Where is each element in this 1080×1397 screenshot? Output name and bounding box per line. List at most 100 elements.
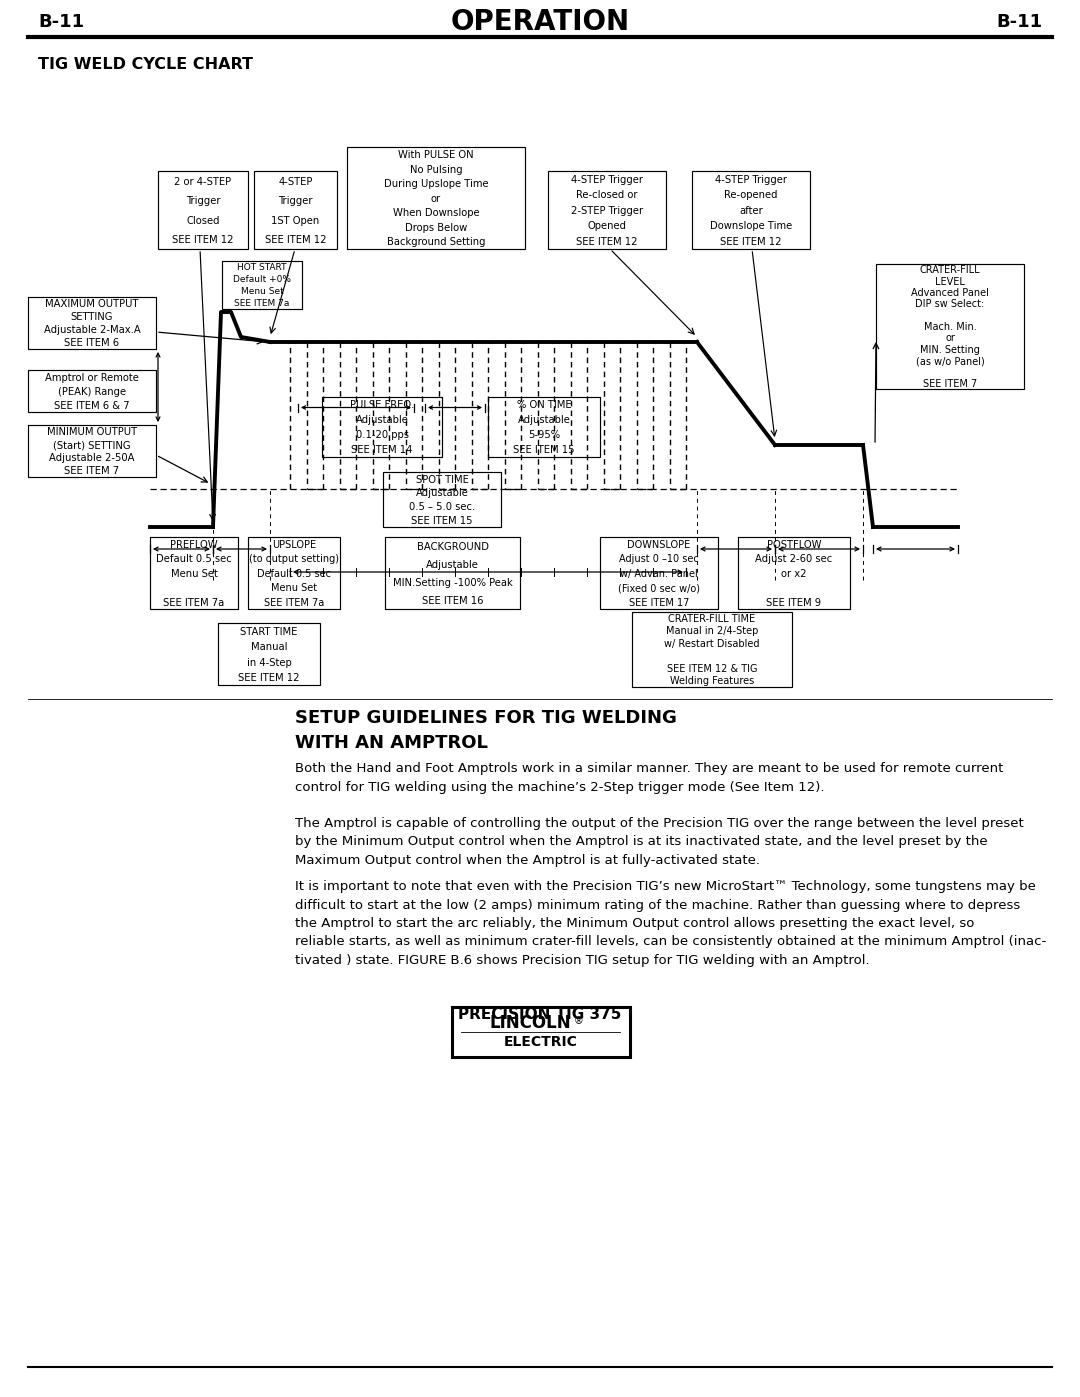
- Text: Re-closed or: Re-closed or: [577, 190, 638, 200]
- Bar: [28, 425, 156, 476]
- Text: Mach. Min.: Mach. Min.: [923, 323, 976, 332]
- Text: Adjustable 2-50A: Adjustable 2-50A: [50, 453, 135, 464]
- Text: MIN. Setting: MIN. Setting: [920, 345, 980, 355]
- Bar: [158, 170, 248, 249]
- Text: CRATER-FILL TIME: CRATER-FILL TIME: [669, 613, 756, 624]
- Text: Manual: Manual: [251, 643, 287, 652]
- Text: B-11: B-11: [996, 13, 1042, 31]
- Text: START TIME: START TIME: [241, 626, 298, 637]
- Text: Re-opened: Re-opened: [725, 190, 778, 200]
- Text: Adjustable: Adjustable: [427, 560, 478, 570]
- Bar: [150, 536, 238, 609]
- Text: SEE ITEM 15: SEE ITEM 15: [411, 515, 473, 525]
- Text: (PEAK) Range: (PEAK) Range: [58, 387, 126, 397]
- Text: Adjustable: Adjustable: [416, 489, 469, 499]
- Text: Adjustable: Adjustable: [517, 415, 570, 425]
- Text: SETTING: SETTING: [71, 312, 113, 323]
- Text: w/ Advan. Panel: w/ Advan. Panel: [620, 569, 698, 578]
- Text: or x2: or x2: [781, 569, 807, 578]
- Bar: [692, 170, 810, 249]
- Text: SEE ITEM 6 & 7: SEE ITEM 6 & 7: [54, 401, 130, 411]
- Text: When Downslope: When Downslope: [393, 208, 480, 218]
- Text: POSTFLOW: POSTFLOW: [767, 539, 821, 550]
- Text: B-11: B-11: [38, 13, 84, 31]
- Text: (Start) SETTING: (Start) SETTING: [53, 440, 131, 450]
- Text: in 4-Step: in 4-Step: [246, 658, 292, 668]
- Text: Menu Set: Menu Set: [271, 583, 318, 594]
- Bar: [384, 536, 519, 609]
- Text: (as w/o Panel): (as w/o Panel): [916, 356, 984, 366]
- Text: Both the Hand and Foot Amptrols work in a similar manner. They are meant to be u: Both the Hand and Foot Amptrols work in …: [295, 761, 1003, 793]
- Text: 4-STEP: 4-STEP: [279, 177, 313, 187]
- Text: SEE ITEM 16: SEE ITEM 16: [422, 597, 483, 606]
- Text: With PULSE ON: With PULSE ON: [399, 149, 474, 161]
- Text: SEE ITEM 9: SEE ITEM 9: [767, 598, 822, 608]
- Text: Adjustable 2-Max.A: Adjustable 2-Max.A: [43, 326, 140, 335]
- Text: MINIMUM OUTPUT: MINIMUM OUTPUT: [46, 427, 137, 437]
- Text: Opened: Opened: [588, 221, 626, 232]
- Text: 4-STEP Trigger: 4-STEP Trigger: [571, 175, 643, 184]
- Text: PREFLOW: PREFLOW: [171, 539, 218, 550]
- Text: LEVEL: LEVEL: [935, 277, 964, 286]
- Text: MIN.Setting -100% Peak: MIN.Setting -100% Peak: [393, 578, 512, 588]
- Text: 0.5 – 5.0 sec.: 0.5 – 5.0 sec.: [409, 502, 475, 513]
- Text: SEE ITEM 12: SEE ITEM 12: [720, 237, 782, 247]
- Text: (Fixed 0 sec w/o): (Fixed 0 sec w/o): [618, 583, 700, 594]
- Bar: [28, 370, 156, 412]
- Text: Trigger: Trigger: [279, 196, 313, 207]
- Text: SEE ITEM 12 & TIG: SEE ITEM 12 & TIG: [666, 664, 757, 673]
- Text: SEE ITEM 12: SEE ITEM 12: [172, 235, 233, 246]
- Text: w/ Restart Disabled: w/ Restart Disabled: [664, 638, 759, 648]
- Text: SEE ITEM 6: SEE ITEM 6: [65, 338, 120, 348]
- Text: SETUP GUIDELINES FOR TIG WELDING: SETUP GUIDELINES FOR TIG WELDING: [295, 710, 677, 726]
- Text: 2 or 4-STEP: 2 or 4-STEP: [175, 177, 231, 187]
- Text: WITH AN AMPTROL: WITH AN AMPTROL: [295, 733, 488, 752]
- Text: OPERATION: OPERATION: [450, 8, 630, 36]
- Text: SEE ITEM 12: SEE ITEM 12: [239, 673, 300, 683]
- Bar: [738, 536, 850, 609]
- Text: UPSLOPE: UPSLOPE: [272, 539, 316, 550]
- Text: PRECISION TIG 375: PRECISION TIG 375: [458, 1007, 622, 1023]
- Text: Advanced Panel: Advanced Panel: [912, 288, 989, 298]
- Bar: [600, 536, 718, 609]
- Text: Menu Set: Menu Set: [241, 288, 283, 296]
- Text: SEE ITEM 7: SEE ITEM 7: [65, 467, 120, 476]
- Text: SPOT TIME: SPOT TIME: [416, 475, 469, 485]
- Text: BACKGROUND: BACKGROUND: [417, 542, 488, 552]
- Text: Adjust 0 –10 sec: Adjust 0 –10 sec: [619, 555, 699, 564]
- Text: SEE ITEM 14: SEE ITEM 14: [351, 446, 413, 455]
- Text: HOT START: HOT START: [238, 263, 287, 272]
- Bar: [347, 147, 525, 249]
- Text: (to output setting): (to output setting): [249, 555, 339, 564]
- Text: PULSE FREQ.: PULSE FREQ.: [350, 401, 415, 411]
- Bar: [254, 170, 337, 249]
- Text: Menu Set: Menu Set: [171, 569, 217, 578]
- Text: It is important to note that even with the Precision TIG’s new MicroStart™ Techn: It is important to note that even with t…: [295, 880, 1047, 967]
- Bar: [28, 298, 156, 349]
- Text: LINCOLN: LINCOLN: [489, 1014, 571, 1032]
- Text: SEE ITEM 7a: SEE ITEM 7a: [234, 299, 289, 309]
- Text: CRATER-FILL: CRATER-FILL: [920, 265, 981, 275]
- Text: SEE ITEM 7a: SEE ITEM 7a: [264, 598, 324, 608]
- Text: 5-95%: 5-95%: [528, 430, 561, 440]
- FancyBboxPatch shape: [451, 1006, 630, 1056]
- Text: Adjustable: Adjustable: [355, 415, 408, 425]
- Text: Adjust 2-60 sec: Adjust 2-60 sec: [755, 555, 833, 564]
- Text: Default 0.5 sec: Default 0.5 sec: [257, 569, 330, 578]
- Text: DOWNSLOPE: DOWNSLOPE: [627, 539, 690, 550]
- Text: Manual in 2/4-Step: Manual in 2/4-Step: [665, 626, 758, 637]
- Text: SEE ITEM 7a: SEE ITEM 7a: [163, 598, 225, 608]
- Text: During Upslope Time: During Upslope Time: [383, 179, 488, 189]
- Text: 4-STEP Trigger: 4-STEP Trigger: [715, 175, 787, 184]
- Bar: [548, 170, 666, 249]
- Text: 1ST Open: 1ST Open: [271, 215, 320, 226]
- Text: Drops Below: Drops Below: [405, 224, 468, 233]
- Text: Trigger: Trigger: [186, 196, 220, 207]
- Text: SEE ITEM 12: SEE ITEM 12: [265, 235, 326, 246]
- Bar: [248, 536, 340, 609]
- Text: after: after: [739, 205, 762, 215]
- Bar: [488, 397, 600, 457]
- Text: DIP sw Select:: DIP sw Select:: [916, 299, 985, 309]
- Text: SEE ITEM 12: SEE ITEM 12: [577, 237, 638, 247]
- Text: % ON TIME: % ON TIME: [516, 401, 571, 411]
